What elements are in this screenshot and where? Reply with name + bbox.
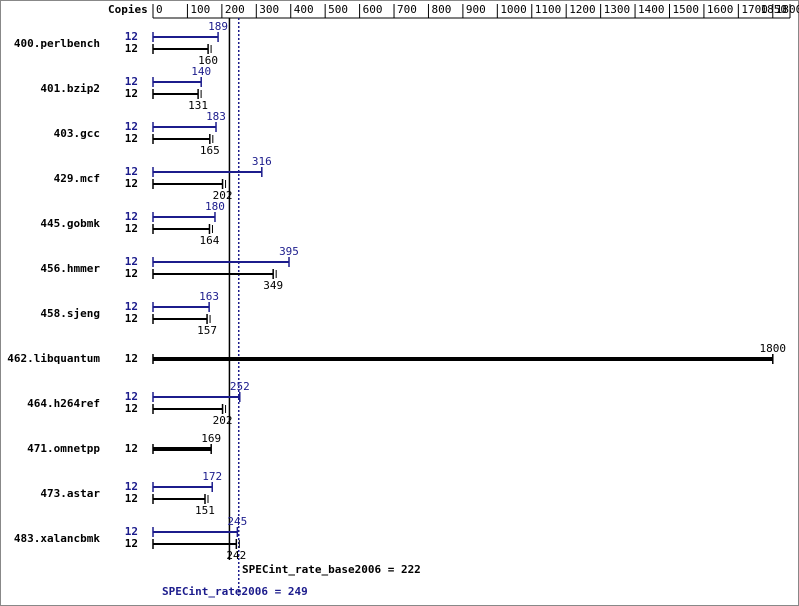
copies-label: 12: [125, 177, 138, 190]
x-tick-label: 1300: [604, 3, 631, 16]
value-label: 180: [205, 200, 225, 213]
copies-label: 12: [125, 312, 138, 325]
category-label: 462.libquantum: [7, 352, 100, 365]
copies-label: 12: [125, 87, 138, 100]
copies-label: 12: [125, 75, 138, 88]
x-tick-label: 800: [431, 3, 451, 16]
category-label: 464.h264ref: [27, 397, 100, 410]
category-label: 456.hmmer: [40, 262, 100, 275]
x-tick-label: 0: [156, 3, 163, 16]
category-label: 471.omnetpp: [27, 442, 100, 455]
value-label: 183: [206, 110, 226, 123]
copies-label: 12: [125, 210, 138, 223]
value-label: 202: [213, 189, 233, 202]
copies-label: 12: [125, 492, 138, 505]
x-tick-label: 700: [397, 3, 417, 16]
copies-label: 12: [125, 132, 138, 145]
copies-label: 12: [125, 255, 138, 268]
value-label: 252: [230, 380, 250, 393]
value-label: 1800: [760, 342, 787, 355]
x-tick-label: 400: [294, 3, 314, 16]
x-tick-label: 1700: [741, 3, 768, 16]
copies-label: 12: [125, 390, 138, 403]
x-tick-label: 1600: [707, 3, 734, 16]
copies-label: 12: [125, 120, 138, 133]
value-label: 242: [226, 549, 246, 562]
category-label: 473.astar: [40, 487, 100, 500]
x-tick-label: 1500: [672, 3, 699, 16]
category-label: 403.gcc: [54, 127, 100, 140]
value-label: 160: [198, 54, 218, 67]
value-label: 157: [197, 324, 217, 337]
reference-label: SPECint_rate2006 = 249: [162, 585, 308, 598]
category-label: 401.bzip2: [40, 82, 100, 95]
reference-label: SPECint_rate_base2006 = 222: [242, 563, 421, 576]
value-label: 140: [191, 65, 211, 78]
category-label: 458.sjeng: [40, 307, 100, 320]
copies-label: 12: [125, 402, 138, 415]
copies-label: 12: [125, 222, 138, 235]
x-tick-label: 1800: [776, 3, 799, 16]
x-tick-label: 300: [259, 3, 279, 16]
copies-label: 12: [125, 165, 138, 178]
category-label: 400.perlbench: [14, 37, 100, 50]
copies-label: 12: [125, 442, 138, 455]
value-label: 151: [195, 504, 215, 517]
value-label: 131: [188, 99, 208, 112]
copies-label: 12: [125, 300, 138, 313]
x-tick-label: 900: [466, 3, 486, 16]
x-tick-label: 1400: [638, 3, 665, 16]
copies-label: 12: [125, 267, 138, 280]
x-tick-label: 500: [328, 3, 348, 16]
x-tick-label: 1200: [569, 3, 596, 16]
x-tick-label: 100: [190, 3, 210, 16]
x-tick-label: 1100: [535, 3, 562, 16]
x-tick-label: 600: [363, 3, 383, 16]
copies-label: 12: [125, 480, 138, 493]
value-label: 165: [200, 144, 220, 157]
copies-header: Copies: [108, 3, 148, 16]
value-label: 395: [279, 245, 299, 258]
category-label: 429.mcf: [54, 172, 100, 185]
copies-label: 12: [125, 352, 138, 365]
value-label: 164: [200, 234, 220, 247]
x-tick-label: 1850: [761, 3, 788, 16]
copies-label: 12: [125, 525, 138, 538]
copies-label: 12: [125, 30, 138, 43]
value-label: 163: [199, 290, 219, 303]
value-label: 349: [263, 279, 283, 292]
copies-label: 12: [125, 42, 138, 55]
value-label: 169: [201, 432, 221, 445]
value-label: 189: [208, 20, 228, 33]
category-label: 445.gobmk: [40, 217, 100, 230]
value-label: 316: [252, 155, 272, 168]
category-label: 483.xalancbmk: [14, 532, 100, 545]
x-tick-label: 1000: [500, 3, 527, 16]
x-tick-label: 200: [225, 3, 245, 16]
copies-label: 12: [125, 537, 138, 550]
value-label: 202: [213, 414, 233, 427]
value-label: 245: [227, 515, 247, 528]
value-label: 172: [202, 470, 222, 483]
